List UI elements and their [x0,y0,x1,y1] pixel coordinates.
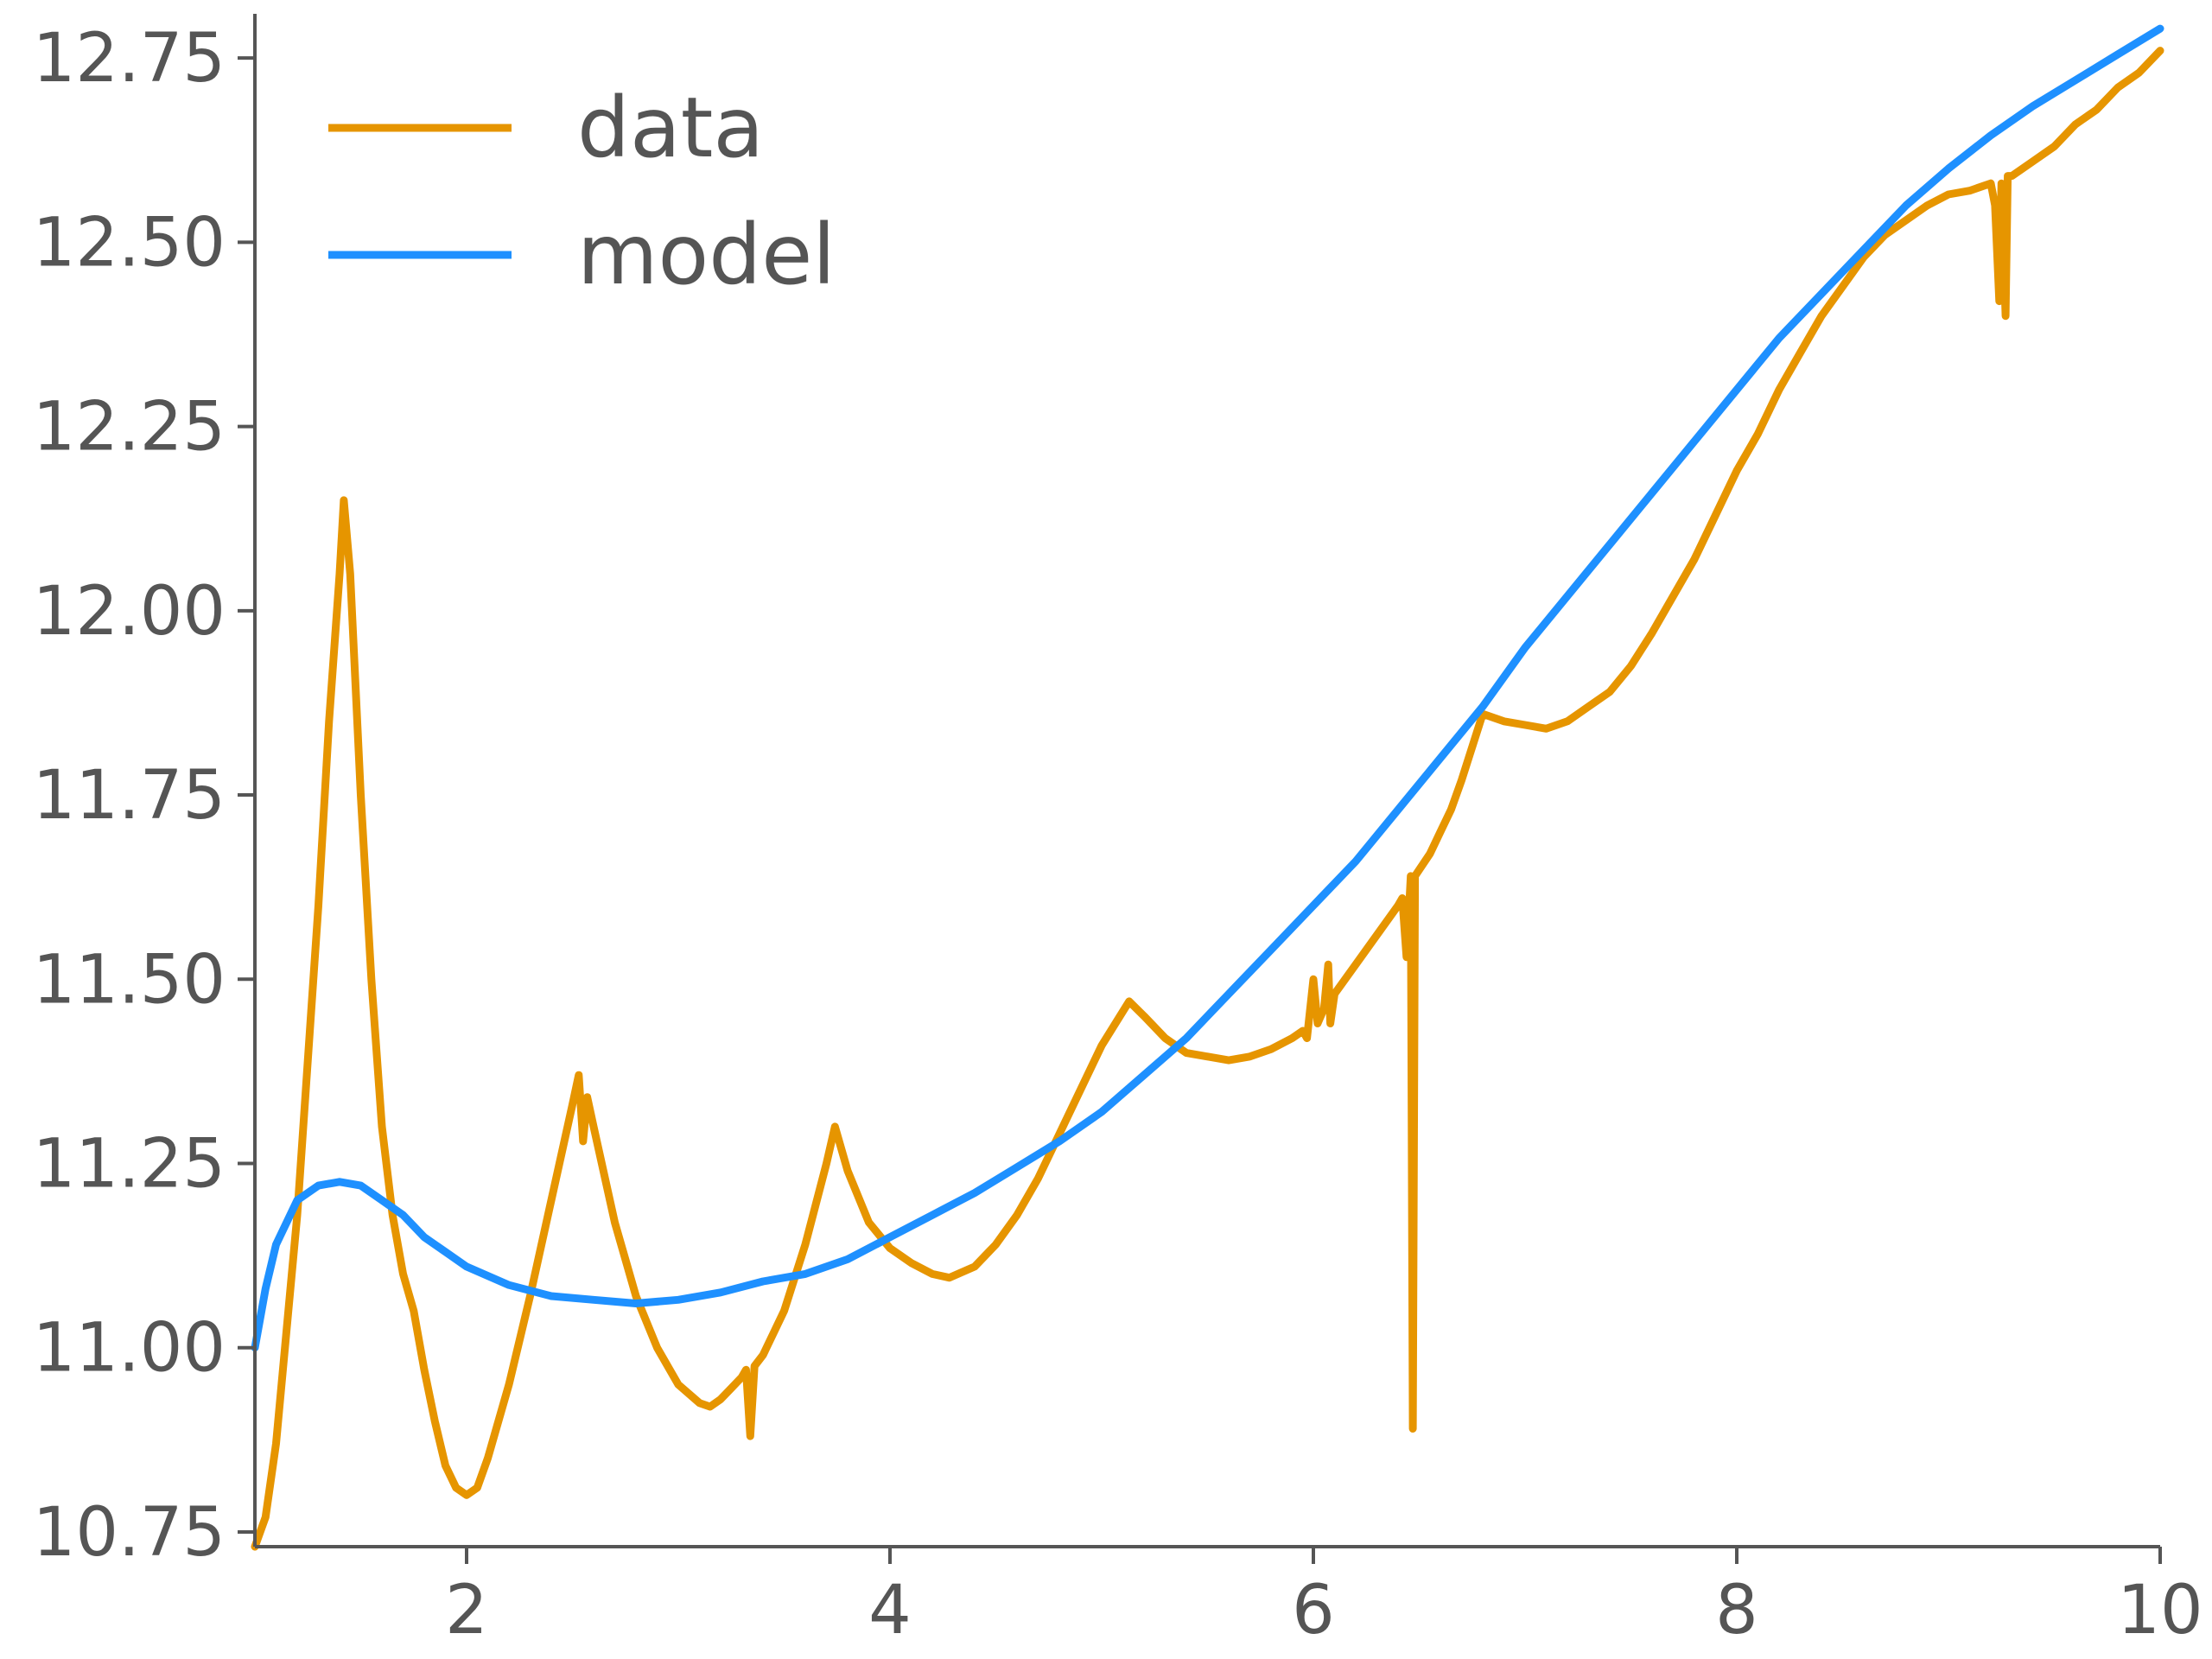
x-tick-label: 2 [445,1572,488,1649]
x-tick-label: 4 [868,1572,912,1649]
y-tick-label: 11.00 [33,1310,226,1388]
y-tick-label: 11.50 [33,941,226,1019]
y-tick-label: 11.25 [33,1126,226,1204]
legend-label-model: model [577,207,836,303]
x-tick-label: 10 [2117,1572,2202,1649]
y-tick-label: 10.75 [33,1494,226,1572]
x-tick-label: 6 [1292,1572,1335,1649]
y-tick-label: 12.50 [33,204,226,282]
y-tick-label: 12.75 [33,20,226,98]
ticks-layer: 10.75 11.00 11.25 11.50 11.75 12.00 12.25 12.50… [33,20,2203,1649]
series-line-data [251,47,2164,1551]
x-tick-label: 8 [1715,1572,1758,1649]
series-layer [251,24,2164,1551]
y-tick-label: 12.00 [33,573,226,651]
y-tick-label: 12.25 [33,389,226,467]
y-tick-label: 11.75 [33,757,226,835]
legend: data model [328,79,836,303]
legend-label-data: data [577,79,764,176]
series-line-model [251,24,2164,1352]
